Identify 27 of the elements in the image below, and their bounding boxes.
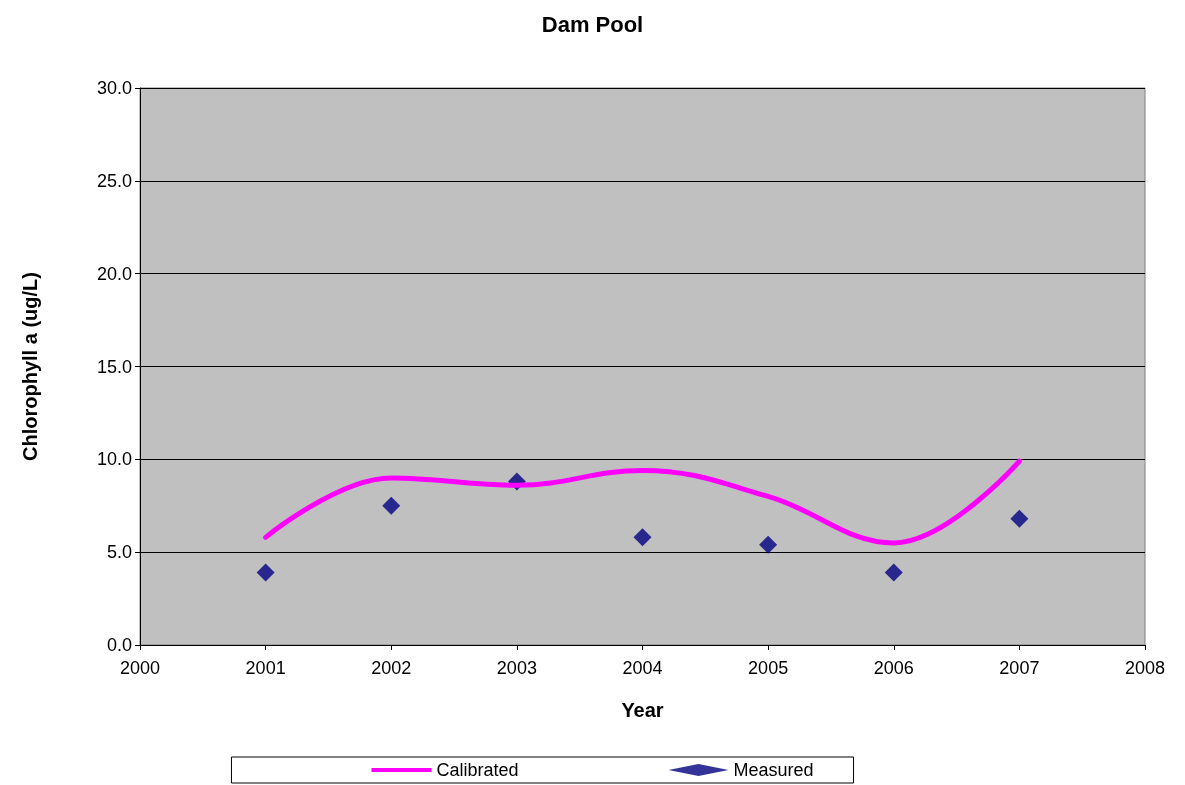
point [1010,509,1029,528]
x-tick-label: 2003 [496,658,537,678]
y-tick-label: 25.0 [96,170,132,191]
point [633,528,652,547]
x-tick-label: 2000 [119,658,161,678]
y-tick-label: 30.0 [96,78,132,98]
point [884,563,903,582]
legend-label: Measured [733,760,814,780]
y-tick-label: 10.0 [96,449,132,470]
point [759,535,778,554]
chart-title: Dam Pool [541,11,644,37]
y-axis-title: Chlorophyll a (ug/L) [19,272,41,461]
point [382,496,401,515]
y-tick-label: 15.0 [96,356,132,377]
x-tick-label: 2004 [622,658,663,678]
y-tick-label: 0.0 [106,635,132,655]
x-tick-label: 2005 [748,658,789,678]
x-axis-title: Year [621,699,664,721]
x-tick-label: 2002 [371,658,412,678]
y-tick-label: 20.0 [96,263,132,284]
legend-label: Calibrated [436,760,519,780]
x-tick-label: 2006 [873,658,914,678]
y-tick-label: 5.0 [106,542,132,563]
x-tick-label: 2008 [1124,658,1166,678]
x-tick-label: 2007 [999,658,1040,678]
point [256,563,275,582]
x-tick-label: 2001 [245,658,286,678]
